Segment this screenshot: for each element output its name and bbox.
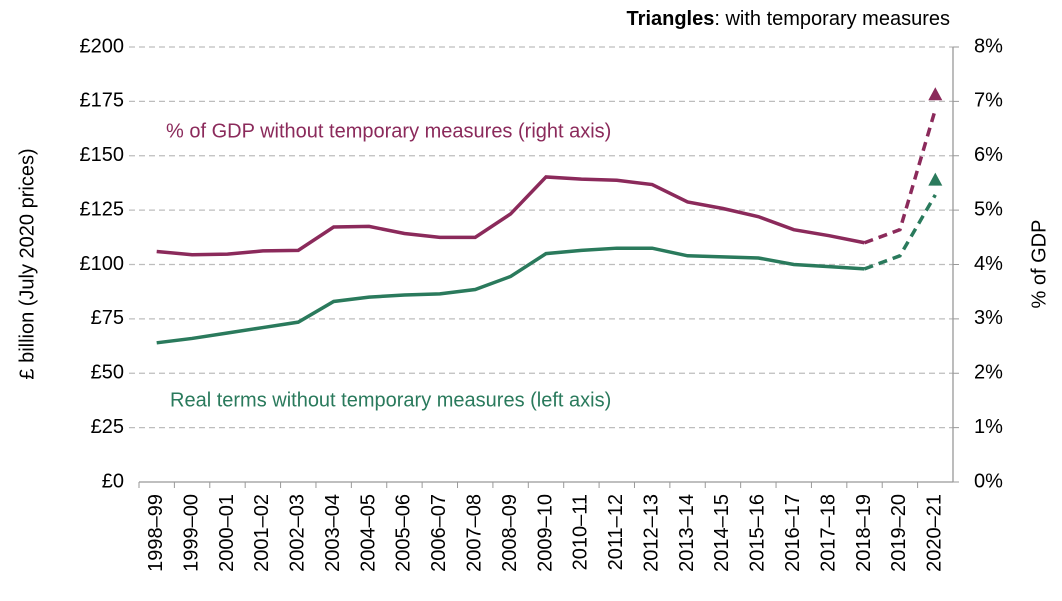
x-tick-label: 2000–01 bbox=[216, 494, 238, 572]
x-tick-label: 2008–09 bbox=[499, 494, 521, 572]
y-tick-label: £100 bbox=[80, 253, 125, 275]
y2-tick-label: 2% bbox=[974, 362, 1003, 384]
y-tick-label: £0 bbox=[102, 470, 124, 492]
triangle-marker bbox=[928, 87, 943, 101]
y-tick-label: £125 bbox=[80, 198, 125, 220]
y-tick-label: £75 bbox=[91, 307, 124, 329]
x-tick-label: 2017–18 bbox=[817, 494, 839, 572]
y-tick-label: £175 bbox=[80, 90, 125, 112]
annotation-bold: Triangles bbox=[627, 8, 715, 30]
y-tick-label: £25 bbox=[91, 416, 124, 438]
x-tick-label: 2012–13 bbox=[640, 494, 662, 572]
x-tick-label: 2014–15 bbox=[711, 494, 733, 572]
x-tick-label: 1998–99 bbox=[145, 494, 167, 572]
triangle-marker bbox=[928, 172, 943, 186]
x-tick-label: 2018–19 bbox=[853, 494, 875, 572]
y2-tick-label: 5% bbox=[974, 198, 1003, 220]
y2-tick-label: 0% bbox=[974, 470, 1003, 492]
dashed-line bbox=[863, 109, 937, 245]
line bbox=[156, 246, 865, 345]
y2-tick-label: 4% bbox=[974, 253, 1003, 275]
x-tick-label: 1999–00 bbox=[180, 494, 202, 572]
annotation-rest: : with temporary measures bbox=[714, 8, 950, 30]
y-axis-label: £ billion (July 2020 prices) bbox=[16, 148, 38, 379]
y2-tick-label: 7% bbox=[974, 90, 1003, 112]
x-tick-label: 2007–08 bbox=[463, 494, 485, 572]
x-tick-label: 2004–05 bbox=[357, 494, 379, 572]
x-tick-label: 2020–21 bbox=[924, 494, 946, 572]
annotation: Triangles: with temporary measures bbox=[627, 8, 950, 30]
series-label: Real terms without temporary measures (l… bbox=[170, 389, 611, 411]
line bbox=[156, 175, 865, 257]
y2-tick-label: 1% bbox=[974, 416, 1003, 438]
y2-tick-label: 8% bbox=[974, 35, 1003, 57]
x-tick-label: 2011–12 bbox=[605, 494, 627, 570]
dashed-line bbox=[863, 194, 937, 271]
x-tick-label: 2003–04 bbox=[322, 494, 344, 572]
y2-tick-label: 3% bbox=[974, 307, 1003, 329]
x-tick-label: 2002–03 bbox=[287, 494, 309, 572]
y2-tick-label: 6% bbox=[974, 144, 1003, 166]
x-tick-label: 2005–06 bbox=[393, 494, 415, 572]
y2-axis-label: % of GDP bbox=[1028, 220, 1050, 309]
x-tick-label: 2009–10 bbox=[534, 494, 556, 572]
x-tick-label: 2010–11 bbox=[570, 494, 592, 570]
y-tick-label: £200 bbox=[80, 35, 125, 57]
y-tick-label: £50 bbox=[91, 362, 124, 384]
series-label: % of GDP without temporary measures (rig… bbox=[166, 120, 611, 142]
x-tick-label: 2019–20 bbox=[888, 494, 910, 572]
x-tick-label: 2001–02 bbox=[251, 494, 273, 572]
x-tick-label: 2015–16 bbox=[747, 494, 769, 572]
y-tick-label: £150 bbox=[80, 144, 125, 166]
x-tick-label: 2016–17 bbox=[782, 494, 804, 572]
x-tick-label: 2006–07 bbox=[428, 494, 450, 572]
x-tick-label: 2013–14 bbox=[676, 494, 698, 572]
